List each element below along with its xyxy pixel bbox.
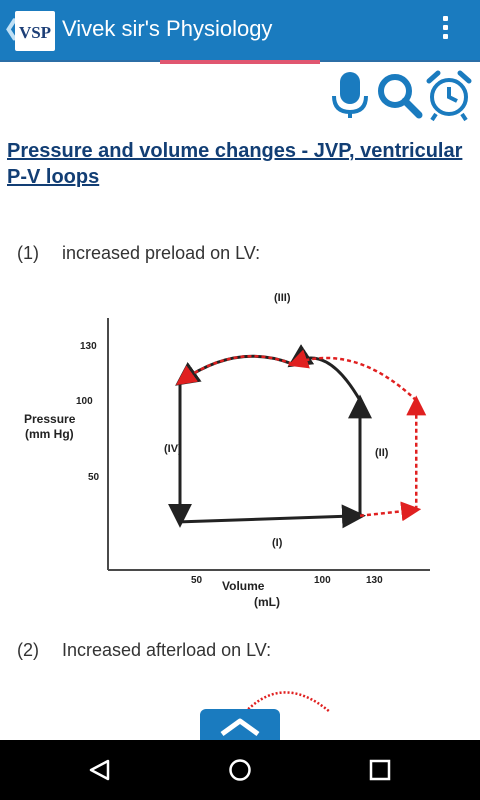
list-item-number: (2) [17,640,39,660]
alarm-clock-icon[interactable] [426,70,472,122]
x-tick-label: 50 [191,575,203,586]
search-icon[interactable] [376,70,424,122]
tab-indicator [160,60,320,64]
list-item-number: (1) [17,243,39,263]
y-tick-label: 100 [76,396,93,407]
phase-label: (I) [272,537,283,549]
phase-label: (II) [375,447,389,459]
list-item: (1) increased preload on LV: [17,243,260,264]
y-axis-label: Pressure (mm Hg) [24,412,76,441]
system-navigation-bar [0,740,480,800]
phase-label: (IV) [164,443,182,455]
list-item: (2) Increased afterload on LV: [17,640,271,661]
phase-label: (III) [274,292,291,304]
svg-text:VSP: VSP [19,23,51,42]
recents-icon[interactable] [368,758,392,782]
x-tick-label: 130 [366,575,383,586]
baseline-loop-segment [175,354,294,386]
increased-preload-loop-segment [359,501,422,522]
scroll-to-top-button[interactable] [200,709,280,740]
increased-preload-loop-segment [287,349,418,402]
list-item-text: increased preload on LV: [62,243,261,263]
x-axis-label: Volume (mL) [222,579,280,609]
app-bar: ❮ VSP Vivek sir's Physiology [0,0,480,60]
app-title: Vivek sir's Physiology [62,16,273,41]
section-heading[interactable]: Pressure and volume changes - JVP, ventr… [7,140,463,188]
baseline-loop-segment [287,344,362,402]
increased-preload-loop-segment [175,354,293,386]
pv-loop-chart: 130 100 50 Pressure (mm Hg) 50 100 130 Vo… [24,292,430,609]
overflow-menu-icon[interactable] [440,16,450,44]
home-icon[interactable] [228,758,252,782]
chevron-up-icon [220,718,260,737]
list-item-text: Increased afterload on LV: [62,640,272,660]
microphone-icon[interactable] [330,70,370,122]
back-icon[interactable] [86,758,112,782]
y-tick-label: 50 [88,472,100,483]
y-tick-label: 130 [80,341,97,352]
x-tick-label: 100 [314,575,331,586]
afterload-chart-preview [239,691,331,719]
app-logo[interactable]: VSP [15,11,55,51]
baseline-loop-segment [179,504,366,529]
